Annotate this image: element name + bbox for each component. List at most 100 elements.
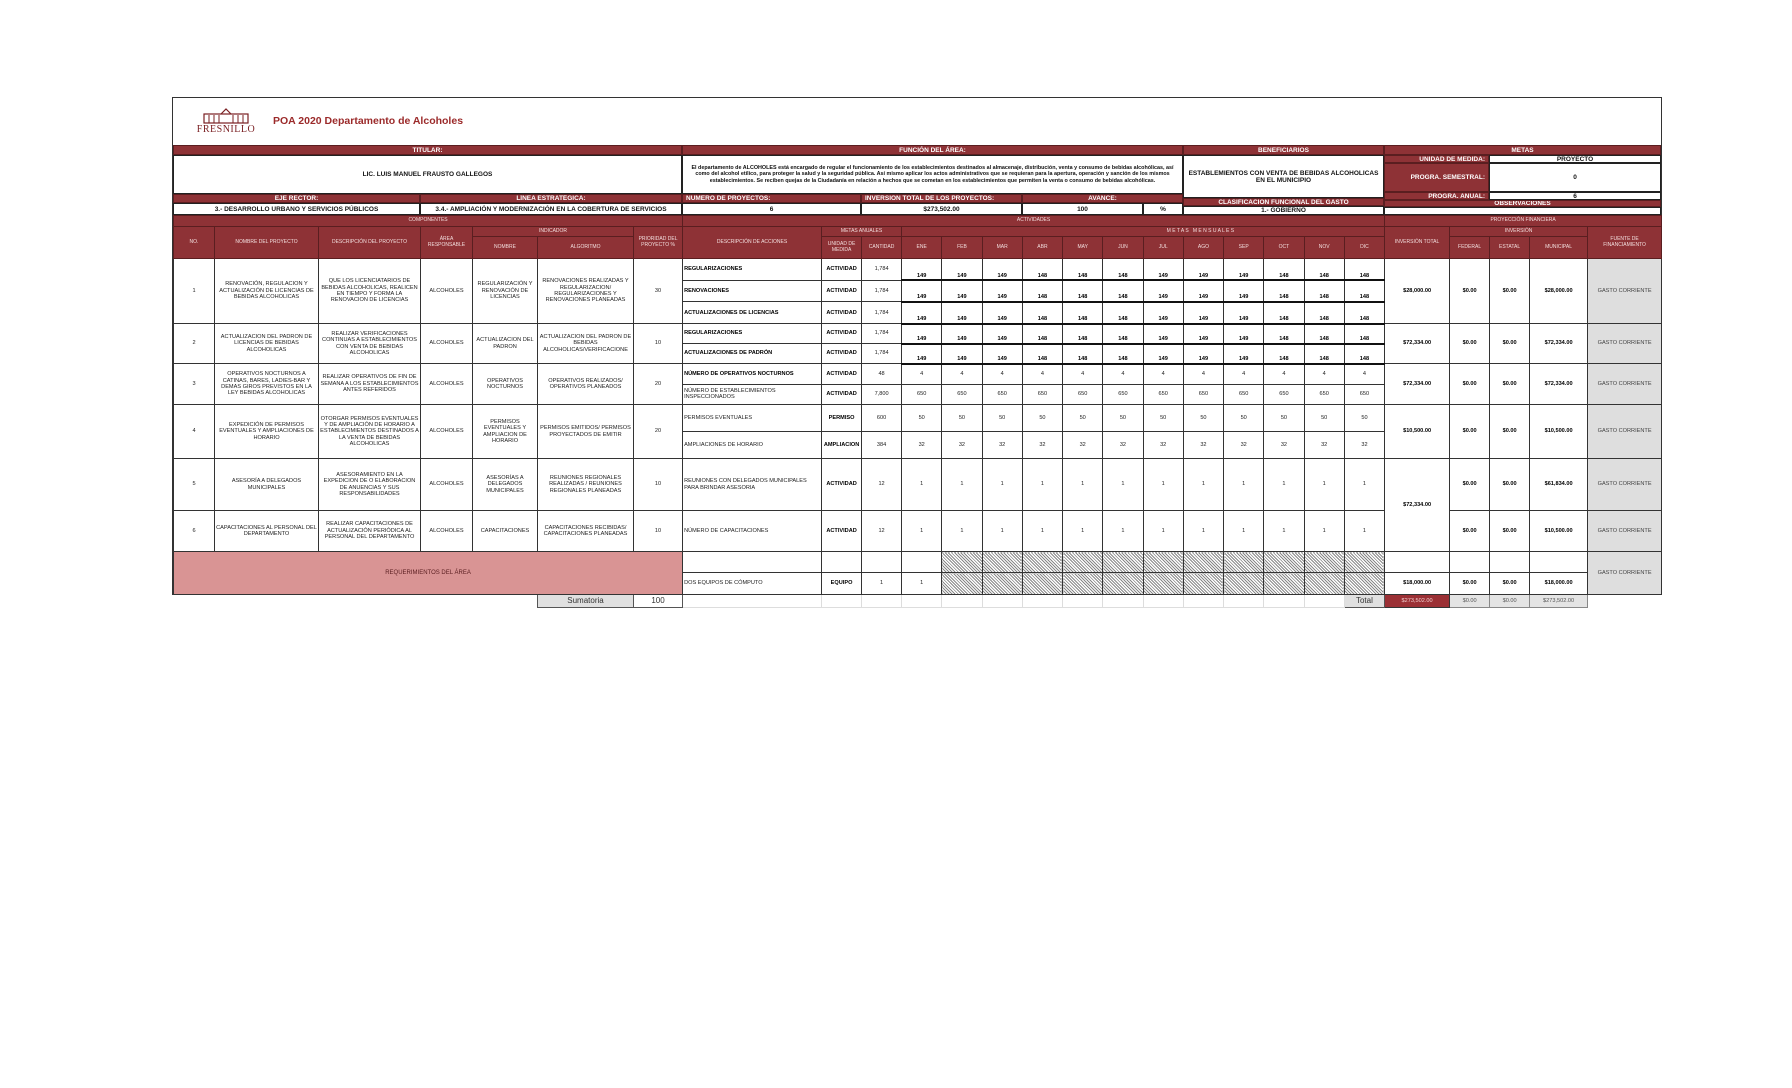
avance-label: AVANCE: xyxy=(1022,194,1183,203)
meta-abr: 32 xyxy=(1021,431,1064,460)
meta-ago: 4 xyxy=(1182,363,1225,385)
meta-dic: 4 xyxy=(1343,363,1386,385)
requerimientos-label: REQUERIMIENTOS DEL ÁREA xyxy=(172,551,684,596)
accion-descripcion: REGULARIZACIONES xyxy=(682,323,823,345)
accion-cantidad: 1,784 xyxy=(861,258,903,281)
col-algoritmo: ALGORITMO xyxy=(537,236,634,259)
meta-ago: 32 xyxy=(1182,431,1225,460)
sumatoria-value: 100 xyxy=(632,594,684,609)
col-no: NO. xyxy=(173,226,215,259)
meta-may: 4 xyxy=(1062,363,1104,385)
hatched-cell xyxy=(1021,572,1064,596)
inversion-total: $28,000.00 xyxy=(1384,257,1451,325)
meta-jun: 650 xyxy=(1102,383,1144,406)
accion-unidad: ACTIVIDAD xyxy=(821,343,863,365)
col-descripcion-proyecto: DESCRIPCIÓN DEL PROYECTO xyxy=(318,226,421,259)
meta-may: 1 xyxy=(1062,458,1104,512)
meta-abr: 4 xyxy=(1021,363,1064,385)
table-row: ACTUALIZACIONES DE PADRÓN ACTIVIDAD 1,784 1… xyxy=(174,343,1662,365)
meta-jun: 148 xyxy=(1102,279,1144,303)
meta-feb: 50 xyxy=(941,404,983,433)
project-descripcion: ASESORAMIENTO EN LA EXPEDICION DE O ELAB… xyxy=(318,458,421,512)
accion-cantidad: 1,784 xyxy=(861,301,903,325)
meta-may: 32 xyxy=(1062,431,1104,460)
accion-descripcion: NÚMERO DE OPERATIVOS NOCTURNOS xyxy=(682,363,823,385)
funcion-text: El departamento de ALCOHOLES está encarg… xyxy=(682,155,1183,194)
meta-mar: 149 xyxy=(981,343,1023,365)
project-nombre: OPERATIVOS NOCTURNOS A CATINAS, BARES, L… xyxy=(214,363,319,406)
meta-sep: 149 xyxy=(1223,279,1265,303)
meta-sep: 149 xyxy=(1223,301,1265,325)
project-nombre: ASESORÍA A DELEGADOS MUNICIPALES xyxy=(214,458,319,512)
inversion-municipal: $61,834.00 xyxy=(1529,458,1589,512)
meta-may: 650 xyxy=(1062,383,1104,406)
empty-cell xyxy=(1102,594,1144,609)
meta-jun: 148 xyxy=(1102,343,1144,365)
meta-feb: 149 xyxy=(941,279,983,303)
requerimiento-federal: $0.00 xyxy=(1449,572,1491,596)
inversion-municipal: $10,500.00 xyxy=(1529,510,1589,553)
project-nombre: RENOVACIÓN, REGULACION Y ACTUALIZACIÓN D… xyxy=(214,257,319,325)
meta-nov: 650 xyxy=(1303,383,1345,406)
meta-mar: 149 xyxy=(981,279,1023,303)
requerimiento-municipal xyxy=(1529,551,1589,574)
componentes-header: COMPONENTES xyxy=(172,215,684,227)
titular-value: LIC. LUIS MANUEL FRAUSTO GALLEGOS xyxy=(173,155,682,194)
col-month-ago: AGO xyxy=(1182,236,1225,259)
progra-anual-value: 6 xyxy=(1489,192,1661,200)
hatched-cell xyxy=(1343,572,1386,596)
meta-may: 148 xyxy=(1062,343,1104,365)
meta-abr: 148 xyxy=(1021,279,1064,303)
inversion-estatal: $0.00 xyxy=(1489,458,1531,512)
accion-cantidad: 1,784 xyxy=(861,279,903,303)
meta-feb: 149 xyxy=(941,301,983,325)
indicador-algoritmo: CAPACITACIONES RECIBIDAS/ CAPACITACIONES… xyxy=(537,510,634,553)
meta-may: 148 xyxy=(1062,279,1104,303)
col-federal: FEDERAL xyxy=(1449,236,1491,259)
hatched-cell xyxy=(981,551,1023,574)
table-row: NO. NOMBRE DEL PROYECTO DESCRIPCIÓN DEL PR… xyxy=(173,226,1663,259)
project-descripcion: OTORGAR PERMISOS EVENTUALES Y DE AMPLIAC… xyxy=(318,404,421,460)
meta-feb: 4 xyxy=(941,363,983,385)
meta-may: 1 xyxy=(1062,510,1104,553)
fuente-financiamiento: GASTO CORRIENTE xyxy=(1587,510,1663,553)
meta-nov: 148 xyxy=(1303,258,1345,282)
table-row: 3 OPERATIVOS NOCTURNOS A CATINAS, BARES, … xyxy=(173,363,1663,406)
total-federal: $0.00 xyxy=(1449,594,1491,609)
meta-abr: 148 xyxy=(1021,343,1064,365)
accion-cantidad: 12 xyxy=(861,458,903,512)
col-area-responsable: ÁREA RESPONSABLE xyxy=(420,226,473,259)
table-row: DOS EQUIPOS DE CÓMPUTO EQUIPO 1 1 $18,000.00… xyxy=(174,572,1662,596)
project-descripcion: REALIZAR OPERATIVOS DE FIN DE SEMANA A L… xyxy=(318,363,421,406)
project-prioridad: 10 xyxy=(632,458,684,512)
meta-mar: 4 xyxy=(981,363,1023,385)
meta-nov: 148 xyxy=(1303,323,1345,345)
meta-ago: 149 xyxy=(1182,279,1225,303)
meta-abr: 1 xyxy=(1021,458,1064,512)
col-metas-anuales: METAS ANUALES xyxy=(821,226,903,237)
accion-descripcion: RENOVACIONES xyxy=(682,279,823,303)
meta-sep: 1 xyxy=(1223,458,1265,512)
table-row: AMPLIACIONES DE HORARIO AMPLIACION 384 32 32… xyxy=(174,431,1662,460)
funcion-label: FUNCIÓN DEL ÁREA: xyxy=(682,145,1183,155)
meta-dic: 650 xyxy=(1343,383,1386,406)
col-indicador-nombre: NOMBRE xyxy=(472,236,538,259)
meta-ene: 1 xyxy=(901,458,943,512)
hatched-cell xyxy=(1182,551,1225,574)
meta-abr: 148 xyxy=(1021,323,1064,345)
meta-ene: 50 xyxy=(901,404,943,433)
inversion-total-label: INVERSIÓN TOTAL DE LOS PROYECTOS: xyxy=(861,194,1022,203)
meta-mar: 32 xyxy=(981,431,1023,460)
col-month-feb: FEB xyxy=(941,236,983,259)
meta-jun: 148 xyxy=(1102,301,1144,325)
empty-cell xyxy=(215,595,319,608)
titular-label: TITULAR: xyxy=(173,145,682,155)
hatched-cell xyxy=(1102,551,1144,574)
meta-abr: 50 xyxy=(1021,404,1064,433)
meta-nov: 148 xyxy=(1303,301,1345,325)
project-prioridad: 20 xyxy=(632,404,684,460)
observaciones-label: OBSERVACIONES xyxy=(1384,200,1661,207)
meta-mar: 650 xyxy=(981,383,1023,406)
linea-estrategica-label: LÍNEA ESTRATÉGICA: xyxy=(420,194,682,203)
table-row: RENOVACIONES ACTIVIDAD 1,784 149 149 149 148 14… xyxy=(174,279,1662,303)
